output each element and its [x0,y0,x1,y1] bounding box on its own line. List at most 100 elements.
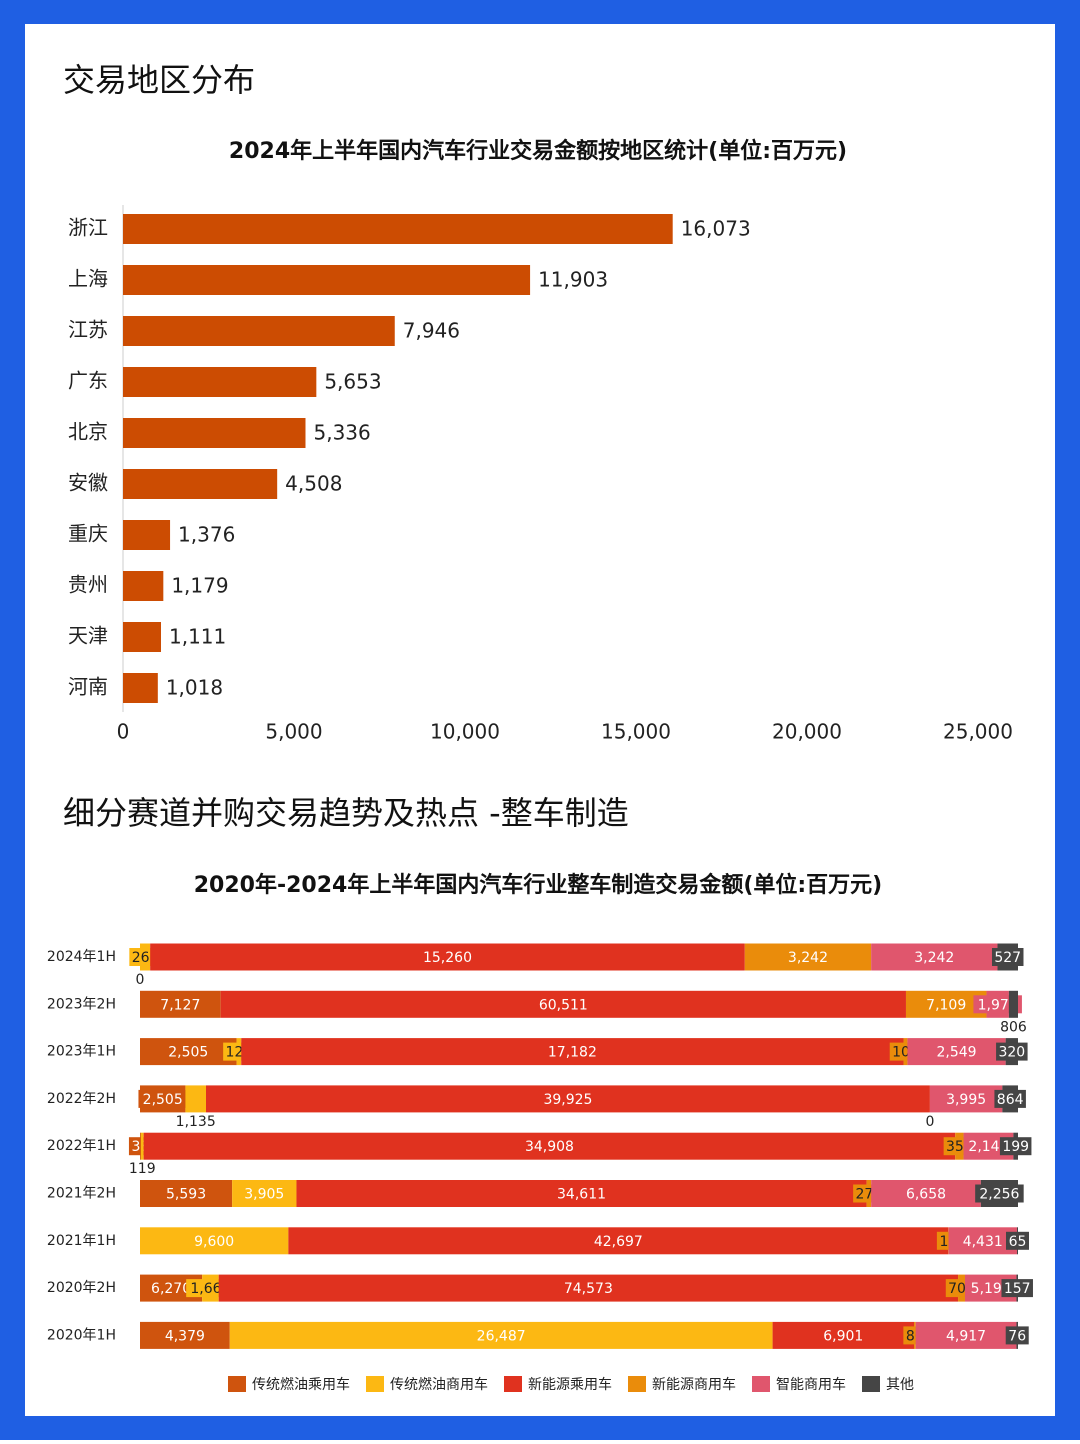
value-label: 7,127 [160,997,200,1013]
y-tick-label: 2023年1H [47,1044,116,1060]
legend-label: 其他 [886,1377,914,1393]
legend-label: 新能源乘用车 [528,1376,612,1393]
y-tick-label: 安徽 [68,471,108,495]
x-tick-label: 15,000 [601,720,671,744]
value-label: 1,135 [176,1114,216,1130]
y-tick-label: 浙江 [68,216,108,240]
value-label: 5,336 [313,421,370,445]
value-label: 1,018 [166,676,223,700]
y-tick-label: 江苏 [68,318,108,342]
value-label: 1,111 [169,625,226,649]
y-tick-label: 2022年1H [47,1138,116,1154]
value-label: 320 [998,1045,1025,1061]
value-label: 157 [1004,1281,1031,1297]
legend-label: 智能商用车 [776,1376,846,1393]
value-label: 2,549 [936,1045,976,1061]
value-label: 5,593 [166,1187,206,1203]
value-label: 16,073 [681,217,751,241]
x-tick-label: 20,000 [772,720,842,744]
x-tick-label: 10,000 [430,720,500,744]
bar [123,265,530,295]
legend-swatch [628,1376,646,1392]
chart-title: 2024年上半年国内汽车行业交易金额按地区统计(单位:百万元) [229,138,847,164]
value-label: 6,658 [906,1187,946,1203]
bar [123,316,395,346]
y-tick-label: 2024年1H [47,949,116,965]
legend-label: 传统燃油乘用车 [252,1376,350,1393]
legend-swatch [862,1376,880,1392]
y-tick-label: 广东 [68,369,108,393]
value-label: 9,600 [194,1234,234,1250]
value-label: 11,903 [538,268,608,292]
value-label: 119 [129,1161,156,1177]
value-label: 4,431 [963,1234,1003,1250]
y-tick-label: 天津 [68,624,108,648]
y-tick-label: 2021年2H [47,1186,116,1202]
value-label: 7,109 [926,997,966,1013]
legend-swatch [752,1376,770,1392]
value-label: 26,487 [477,1328,526,1344]
value-label: 3,242 [914,950,954,966]
y-tick-label: 上海 [68,267,108,291]
x-tick-label: 5,000 [265,720,322,744]
value-label: 76 [1008,1328,1026,1344]
value-label: 4,379 [165,1328,205,1344]
bar [123,571,163,601]
value-label: 3,242 [788,950,828,966]
value-label: 17,182 [548,1045,597,1061]
y-tick-label: 2023年2H [47,996,116,1012]
legend-swatch [366,1376,384,1392]
value-label: 34,611 [557,1187,606,1203]
value-label: 39,925 [543,1092,592,1108]
y-tick-label: 河南 [68,675,108,699]
bar [123,622,161,652]
legend-swatch [504,1376,522,1392]
value-label: 3,995 [946,1092,986,1108]
value-label: 65 [1009,1234,1027,1250]
y-tick-label: 北京 [68,420,108,444]
bar [123,673,158,703]
value-label: 527 [994,950,1021,966]
value-label: 199 [1002,1139,1029,1155]
legend-label: 新能源商用车 [652,1376,736,1393]
bar [123,520,170,550]
value-label: 4,508 [285,472,342,496]
bar-segment [141,1133,144,1160]
value-label: 2,256 [979,1187,1019,1203]
x-tick-label: 25,000 [943,720,1013,744]
bar [123,418,305,448]
bar [123,469,277,499]
value-label: 2,505 [168,1045,208,1061]
value-label: 34,908 [525,1139,574,1155]
heading: 交易地区分布 [63,61,255,99]
x-tick-label: 0 [117,720,130,744]
value-label: 42,697 [594,1234,643,1250]
legend-swatch [228,1376,246,1392]
y-tick-label: 重庆 [68,522,108,546]
value-label: 1,376 [178,523,235,547]
value-label: 864 [997,1092,1024,1108]
value-label: 0 [925,1114,934,1130]
value-label: 7,946 [403,319,460,343]
value-label: 74,573 [564,1281,613,1297]
value-label: 0 [136,972,145,988]
bar [123,367,316,397]
bar-segment [185,1085,206,1112]
y-tick-label: 2020年1H [47,1327,116,1343]
value-label: 6,901 [823,1328,863,1344]
bar-segment [1009,991,1018,1018]
chart-title: 2020年-2024年上半年国内汽车行业整车制造交易金额(单位:百万元) [194,872,883,898]
y-tick-label: 贵州 [68,573,108,597]
legend-label: 传统燃油商用车 [390,1376,488,1393]
value-label: 5,653 [324,370,381,394]
value-label: 3,905 [244,1187,284,1203]
heading: 细分赛道并购交易趋势及热点 -整车制造 [63,794,629,832]
value-label: 15,260 [423,950,472,966]
y-tick-label: 2022年2H [47,1091,116,1107]
bar [123,214,673,244]
y-tick-label: 2021年1H [47,1233,116,1249]
value-label: 4,917 [946,1328,986,1344]
value-label: 60,511 [539,997,588,1013]
value-label: 6,270 [151,1281,191,1297]
